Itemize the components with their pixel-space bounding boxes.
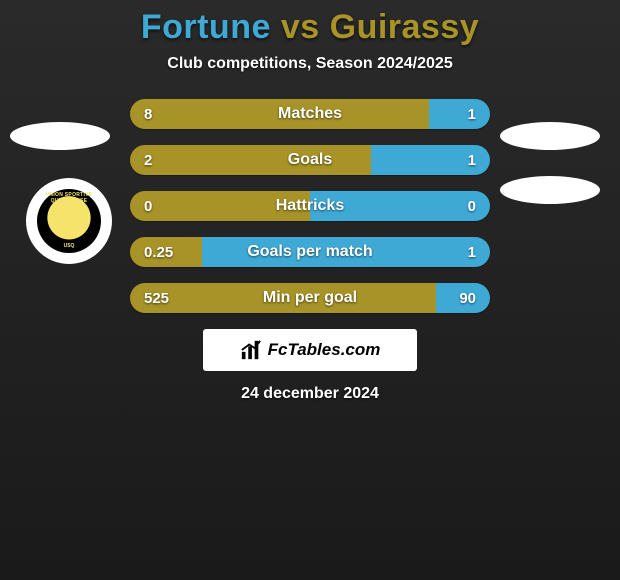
player1-name: Fortune	[141, 8, 271, 46]
stat-value-left: 0.25	[144, 237, 173, 267]
stat-value-right: 90	[459, 283, 476, 313]
page-title: Fortune vs Guirassy	[0, 0, 620, 47]
club-badge-inner: UNION SPORTIVE QUEVILLAISE USQ	[37, 189, 101, 253]
stat-value-left: 525	[144, 283, 169, 313]
stats-bars: 81Matches21Goals00Hattricks0.251Goals pe…	[130, 99, 490, 313]
stat-value-right: 1	[468, 145, 476, 175]
player2-name: Guirassy	[330, 8, 480, 46]
stat-row: 21Goals	[130, 145, 490, 175]
right-ellipse-shape-1	[500, 122, 600, 150]
stat-value-left: 8	[144, 99, 152, 129]
stat-row: 81Matches	[130, 99, 490, 129]
stat-bar-left	[130, 145, 371, 175]
left-ellipse-shape	[10, 122, 110, 150]
logo-text: FcTables.com	[268, 340, 381, 360]
club-badge: UNION SPORTIVE QUEVILLAISE USQ	[26, 178, 112, 264]
club-badge-top-text: UNION SPORTIVE QUEVILLAISE	[37, 192, 101, 204]
vs-text: vs	[281, 8, 320, 46]
stat-value-right: 1	[468, 237, 476, 267]
stat-value-right: 1	[468, 99, 476, 129]
stat-bar-left	[130, 99, 429, 129]
stat-value-left: 0	[144, 191, 152, 221]
date-text: 24 december 2024	[0, 385, 620, 403]
club-badge-bottom-text: USQ	[37, 243, 101, 249]
stat-bar-right	[310, 191, 490, 221]
stat-row: 52590Min per goal	[130, 283, 490, 313]
stat-row: 0.251Goals per match	[130, 237, 490, 267]
stat-value-right: 0	[468, 191, 476, 221]
subtitle: Club competitions, Season 2024/2025	[0, 55, 620, 73]
stat-bar-right	[202, 237, 490, 267]
stat-bar-right	[429, 99, 490, 129]
stat-bar-left	[130, 191, 310, 221]
right-ellipse-shape-2	[500, 176, 600, 204]
bar-chart-icon	[240, 339, 262, 361]
stat-row: 00Hattricks	[130, 191, 490, 221]
fctables-logo: FcTables.com	[203, 329, 417, 371]
stat-value-left: 2	[144, 145, 152, 175]
stat-bar-left	[130, 283, 436, 313]
